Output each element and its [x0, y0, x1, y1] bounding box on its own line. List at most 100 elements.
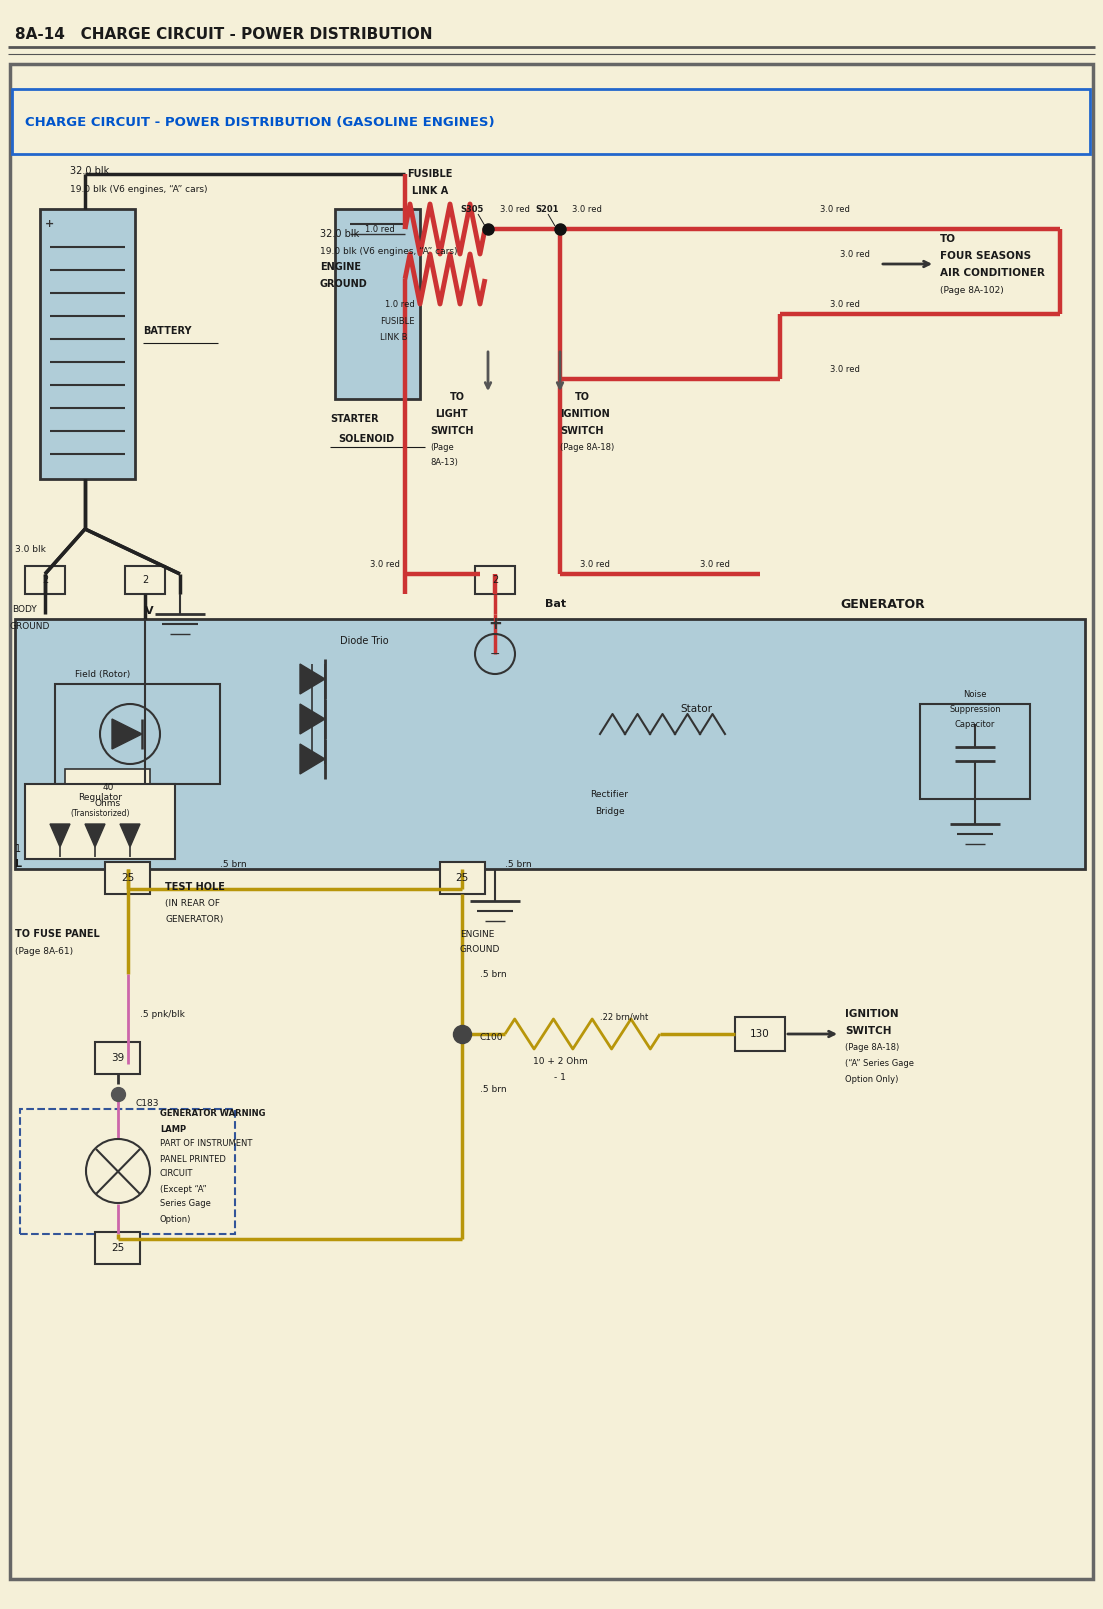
Text: GENERATOR WARNING: GENERATOR WARNING [160, 1110, 266, 1118]
Text: S305: S305 [460, 204, 483, 214]
Bar [335, 209, 420, 399]
Text: 130: 130 [750, 1030, 770, 1039]
Text: GROUND: GROUND [10, 621, 51, 631]
Bar [65, 769, 150, 814]
Text: .5 brn: .5 brn [480, 970, 506, 978]
Text: SWITCH: SWITCH [560, 426, 603, 436]
Bar [55, 684, 219, 784]
Text: CHARGE CIRCUIT - POWER DISTRIBUTION (GASOLINE ENGINES): CHARGE CIRCUIT - POWER DISTRIBUTION (GAS… [25, 116, 494, 129]
Text: 2: 2 [492, 574, 499, 586]
Text: 8A-14   CHARGE CIRCUIT - POWER DISTRIBUTION: 8A-14 CHARGE CIRCUIT - POWER DISTRIBUTIO… [15, 26, 432, 42]
Text: .22 brn/wht: .22 brn/wht [600, 1012, 649, 1022]
Text: 3.0 red: 3.0 red [580, 560, 610, 568]
Text: STARTER: STARTER [330, 414, 378, 425]
Text: IGNITION: IGNITION [560, 409, 610, 418]
Text: 1.0 red: 1.0 red [365, 225, 395, 233]
Text: L: L [15, 859, 22, 869]
Text: (Page 8A-61): (Page 8A-61) [15, 946, 73, 956]
Text: Option): Option) [160, 1215, 192, 1223]
Text: 39: 39 [111, 1052, 125, 1064]
Text: GROUND: GROUND [460, 944, 501, 954]
Text: 40: 40 [103, 782, 114, 792]
Text: ENGINE: ENGINE [320, 262, 361, 272]
Text: 2: 2 [142, 574, 148, 586]
Text: IGNITION: IGNITION [845, 1009, 899, 1018]
Text: .5 pnk/blk: .5 pnk/blk [140, 1009, 185, 1018]
Text: +: + [45, 219, 54, 228]
Text: Series Gage: Series Gage [160, 1199, 211, 1208]
Bar [25, 566, 65, 594]
Text: 25: 25 [111, 1244, 125, 1253]
Text: 32.0 blk: 32.0 blk [69, 166, 109, 175]
Text: LINK A: LINK A [411, 187, 448, 196]
Text: 3.0 red: 3.0 red [370, 560, 400, 568]
Text: Option Only): Option Only) [845, 1075, 898, 1083]
Text: ENGINE: ENGINE [460, 930, 494, 938]
Text: PANEL PRINTED: PANEL PRINTED [160, 1155, 226, 1163]
Text: 25: 25 [456, 874, 469, 883]
Text: 3.0 red: 3.0 red [500, 204, 529, 214]
Text: 8A-13): 8A-13) [430, 457, 458, 467]
Text: Noise: Noise [963, 690, 987, 698]
Text: Bridge: Bridge [595, 806, 624, 816]
Text: 1: 1 [15, 845, 21, 854]
Text: 2: 2 [42, 574, 49, 586]
Text: TO: TO [575, 393, 590, 402]
Text: Stator: Stator [681, 705, 713, 714]
Text: (Except “A”: (Except “A” [160, 1184, 206, 1194]
Text: SOLENOID: SOLENOID [338, 434, 394, 444]
Text: FUSIBLE: FUSIBLE [407, 169, 452, 179]
Text: LIGHT: LIGHT [435, 409, 468, 418]
Text: 3.0 red: 3.0 red [572, 204, 602, 214]
Text: (“A” Series Gage: (“A” Series Gage [845, 1059, 914, 1067]
Text: Regulator: Regulator [78, 793, 122, 801]
Text: (Page 8A-18): (Page 8A-18) [560, 442, 614, 452]
Bar [125, 566, 165, 594]
Bar [440, 862, 485, 895]
Text: .5 brn: .5 brn [505, 859, 532, 869]
Text: PART OF INSTRUMENT: PART OF INSTRUMENT [160, 1139, 253, 1149]
Text: GENERATOR): GENERATOR) [165, 914, 224, 924]
Text: CIRCUIT: CIRCUIT [160, 1170, 193, 1178]
Text: LAMP: LAMP [160, 1125, 186, 1133]
Polygon shape [85, 824, 105, 846]
Polygon shape [120, 824, 140, 846]
Bar [475, 566, 515, 594]
Text: (Page 8A-18): (Page 8A-18) [845, 1043, 899, 1052]
Text: 32.0 blk: 32.0 blk [320, 228, 360, 240]
Text: TO: TO [450, 393, 465, 402]
Bar [12, 88, 1090, 154]
Text: C100: C100 [480, 1033, 503, 1041]
Text: 19.0 blk (V6 engines, “A” cars): 19.0 blk (V6 engines, “A” cars) [320, 246, 458, 256]
Polygon shape [300, 665, 325, 693]
Text: 3.0 red: 3.0 red [829, 299, 860, 309]
Text: SWITCH: SWITCH [845, 1027, 891, 1036]
Text: TO FUSE PANEL: TO FUSE PANEL [15, 928, 99, 940]
Text: V: V [144, 607, 153, 616]
Text: - 1: - 1 [554, 1073, 566, 1081]
Polygon shape [300, 743, 325, 774]
Text: 25: 25 [121, 874, 135, 883]
Polygon shape [300, 705, 325, 734]
Text: BATTERY: BATTERY [143, 325, 192, 336]
Text: .5 brn: .5 brn [480, 1084, 506, 1094]
Text: Ohms: Ohms [95, 798, 121, 808]
Text: LINK B: LINK B [381, 333, 407, 341]
Text: +: + [488, 615, 502, 632]
Text: Field (Rotor): Field (Rotor) [75, 669, 130, 679]
Text: 3.0 red: 3.0 red [840, 249, 870, 259]
Text: 1.0 red: 1.0 red [385, 299, 415, 309]
Text: 3.0 red: 3.0 red [829, 365, 860, 373]
Polygon shape [113, 719, 142, 750]
Bar [95, 1232, 140, 1265]
Text: TO: TO [940, 233, 956, 245]
Bar [15, 619, 1085, 869]
Bar [105, 862, 150, 895]
Text: (Transistorized): (Transistorized) [71, 808, 130, 817]
Text: 10 + 2 Ohm: 10 + 2 Ohm [533, 1057, 588, 1065]
Text: (IN REAR OF: (IN REAR OF [165, 898, 219, 907]
Text: 3.0 red: 3.0 red [820, 204, 850, 214]
Text: GROUND: GROUND [320, 278, 367, 290]
Bar [95, 1043, 140, 1073]
Bar [735, 1017, 785, 1051]
